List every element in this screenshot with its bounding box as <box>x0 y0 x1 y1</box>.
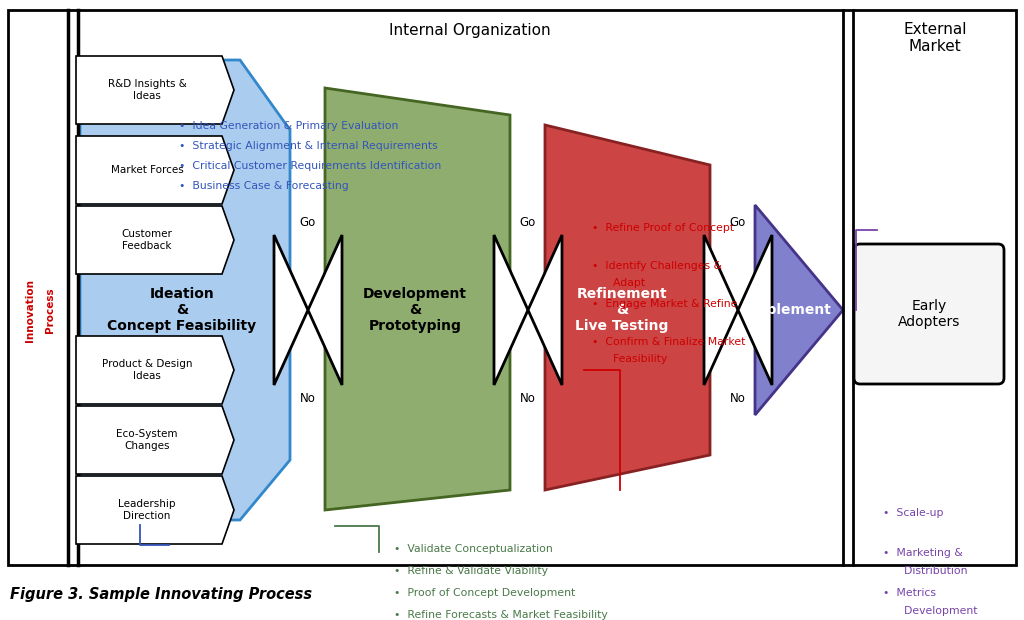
Text: No: No <box>520 391 536 404</box>
Text: •  Proof of Concept Development: • Proof of Concept Development <box>394 588 575 598</box>
Text: Figure 3. Sample Innovating Process: Figure 3. Sample Innovating Process <box>10 588 312 603</box>
Polygon shape <box>705 235 738 385</box>
Polygon shape <box>80 60 290 520</box>
Polygon shape <box>738 235 772 385</box>
Text: Implement: Implement <box>749 303 831 317</box>
Text: •  Validate Conceptualization: • Validate Conceptualization <box>394 544 553 554</box>
Text: •  Marketing &: • Marketing & <box>883 549 963 559</box>
Text: No: No <box>730 391 745 404</box>
Text: External
Market: External Market <box>903 22 967 54</box>
Text: Process: Process <box>45 287 55 333</box>
Text: •  Idea Generation & Primary Evaluation: • Idea Generation & Primary Evaluation <box>179 121 398 131</box>
FancyBboxPatch shape <box>854 244 1004 384</box>
Text: •  Confirm & Finalize Market: • Confirm & Finalize Market <box>592 337 745 347</box>
Polygon shape <box>494 235 528 385</box>
Polygon shape <box>755 205 843 415</box>
Polygon shape <box>76 206 234 274</box>
Text: No: No <box>300 391 316 404</box>
Polygon shape <box>325 88 510 510</box>
Text: •  Scale-up: • Scale-up <box>883 508 943 518</box>
Text: •  Metrics: • Metrics <box>883 588 936 598</box>
Text: Innovation: Innovation <box>25 278 35 342</box>
Text: •  Critical Customer Requirements Identification: • Critical Customer Requirements Identif… <box>179 161 441 171</box>
Text: Eco-System
Changes: Eco-System Changes <box>117 429 178 451</box>
Text: Market Forces: Market Forces <box>111 165 183 175</box>
Text: Distribution: Distribution <box>883 567 968 577</box>
Text: Development: Development <box>883 606 977 616</box>
Polygon shape <box>528 235 562 385</box>
Polygon shape <box>76 336 234 404</box>
FancyBboxPatch shape <box>8 10 1016 565</box>
Text: •  Engage Market & Refine: • Engage Market & Refine <box>592 299 737 309</box>
Text: Development
&
Prototyping: Development & Prototyping <box>362 287 467 333</box>
Text: Internal Organization: Internal Organization <box>389 22 551 37</box>
Text: Early
Adopters: Early Adopters <box>898 299 961 329</box>
Polygon shape <box>76 136 234 204</box>
Text: Leadership
Direction: Leadership Direction <box>118 499 176 521</box>
Text: Product & Design
Ideas: Product & Design Ideas <box>101 359 193 381</box>
Text: Go: Go <box>730 216 746 229</box>
Text: Ideation
&
Concept Feasibility: Ideation & Concept Feasibility <box>108 287 257 333</box>
Text: •  Business Case & Forecasting: • Business Case & Forecasting <box>179 181 349 191</box>
Text: •  Refine Forecasts & Market Feasibility: • Refine Forecasts & Market Feasibility <box>394 610 608 620</box>
Text: •  Refine Proof of Concept: • Refine Proof of Concept <box>592 223 734 233</box>
Polygon shape <box>76 476 234 544</box>
Polygon shape <box>545 125 710 490</box>
Text: R&D Insights &
Ideas: R&D Insights & Ideas <box>108 79 186 101</box>
Text: •  Identify Challenges &: • Identify Challenges & <box>592 261 722 271</box>
Text: Go: Go <box>520 216 537 229</box>
Polygon shape <box>76 56 234 124</box>
Text: •  Refine & Validate Viability: • Refine & Validate Viability <box>394 566 548 577</box>
Text: Feasibility: Feasibility <box>592 354 667 364</box>
Text: Refinement
&
Live Testing: Refinement & Live Testing <box>575 287 669 333</box>
Text: Customer
Feedback: Customer Feedback <box>122 229 172 251</box>
Text: Adapt: Adapt <box>592 278 645 288</box>
Polygon shape <box>308 235 342 385</box>
Polygon shape <box>274 235 308 385</box>
Polygon shape <box>76 406 234 474</box>
Text: Go: Go <box>300 216 316 229</box>
Text: •  Strategic Alignment & Internal Requirements: • Strategic Alignment & Internal Require… <box>179 141 438 151</box>
